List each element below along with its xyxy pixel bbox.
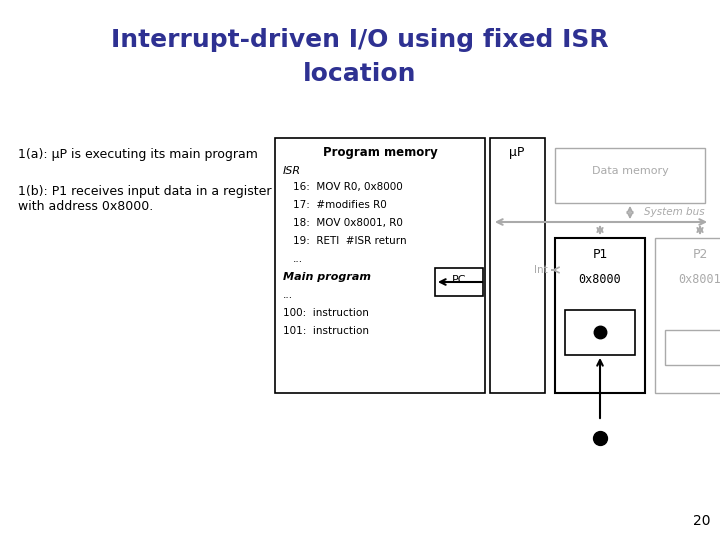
Bar [490,138,545,393]
Text: Main program: Main program [283,272,371,282]
Text: 16:  MOV R0, 0x8000: 16: MOV R0, 0x8000 [293,182,402,192]
Text: Data memory: Data memory [592,166,668,176]
Bar [275,138,485,393]
Text: Int: Int [534,265,548,275]
Bar [555,148,705,203]
Text: 1(a): μP is executing its main program: 1(a): μP is executing its main program [18,148,258,161]
Text: ...: ... [283,290,293,300]
Text: ...: ... [293,254,303,264]
Text: Interrupt-driven I/O using fixed ISR: Interrupt-driven I/O using fixed ISR [111,28,609,52]
Text: Program memory: Program memory [323,146,437,159]
Text: 0x8001: 0x8001 [679,273,720,286]
Bar [565,310,635,355]
Text: 101:  instruction: 101: instruction [283,326,369,336]
Text: 100:  instruction: 100: instruction [283,308,369,318]
Text: 19:  RETI  #ISR return: 19: RETI #ISR return [293,236,407,246]
Text: μP: μP [509,146,525,159]
Bar [655,238,720,393]
Text: System bus: System bus [644,207,705,217]
Text: P1: P1 [593,248,608,261]
Text: ISR: ISR [283,166,301,176]
Text: 17:  #modifies R0: 17: #modifies R0 [293,200,387,210]
Text: P2: P2 [693,248,708,261]
Bar [665,330,720,365]
Text: 1(b): P1 receives input data in a register
with address 0x8000.: 1(b): P1 receives input data in a regist… [18,185,271,213]
Text: 20: 20 [693,514,710,528]
Bar [435,268,483,296]
Text: 0x8000: 0x8000 [579,273,621,286]
Text: PC: PC [451,275,467,285]
Text: location: location [303,62,417,86]
Bar [555,238,645,393]
Text: 18:  MOV 0x8001, R0: 18: MOV 0x8001, R0 [293,218,403,228]
